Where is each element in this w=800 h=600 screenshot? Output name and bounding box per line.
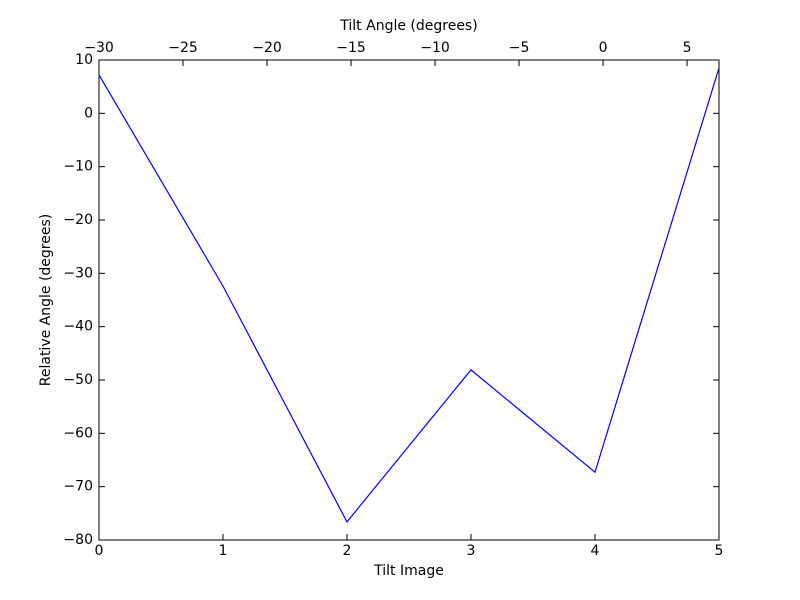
x2-tick-label: 5 <box>683 40 692 56</box>
x-tick-label: 0 <box>95 543 104 559</box>
y-tick-label: −60 <box>63 425 93 441</box>
x2-tick-label: −30 <box>84 40 114 56</box>
y-tick-label: 0 <box>84 105 93 121</box>
y-tick-label: −10 <box>63 159 93 175</box>
x-tick-label: 1 <box>219 543 228 559</box>
x2-tick-label: −10 <box>420 40 450 56</box>
x2-tick-label: −25 <box>168 40 198 56</box>
x2-tick-label: −20 <box>252 40 282 56</box>
y-tick-label: −70 <box>63 479 93 495</box>
x2-tick-label: −15 <box>336 40 366 56</box>
y-axis-label: Relative Angle (degrees) <box>38 214 54 386</box>
y-tick-label: −40 <box>63 319 93 335</box>
y-tick-label: −50 <box>63 372 93 388</box>
x-tick-label: 4 <box>591 543 600 559</box>
y-tick-label: 10 <box>75 52 93 68</box>
x2-axis-label: Tilt Angle (degrees) <box>339 18 477 34</box>
x-tick-label: 5 <box>715 543 724 559</box>
x2-tick-label: −5 <box>509 40 530 56</box>
y-tick-label: −20 <box>63 212 93 228</box>
y-tick-label: −80 <box>63 532 93 548</box>
plot-frame <box>98 59 720 541</box>
y-tick-label: −30 <box>63 265 93 281</box>
line-series <box>98 67 720 523</box>
x-axis-label: Tilt Image <box>373 563 444 579</box>
x2-tick-label: 0 <box>599 40 608 56</box>
x-tick-label: 3 <box>467 543 476 559</box>
x-tick-label: 2 <box>343 543 352 559</box>
